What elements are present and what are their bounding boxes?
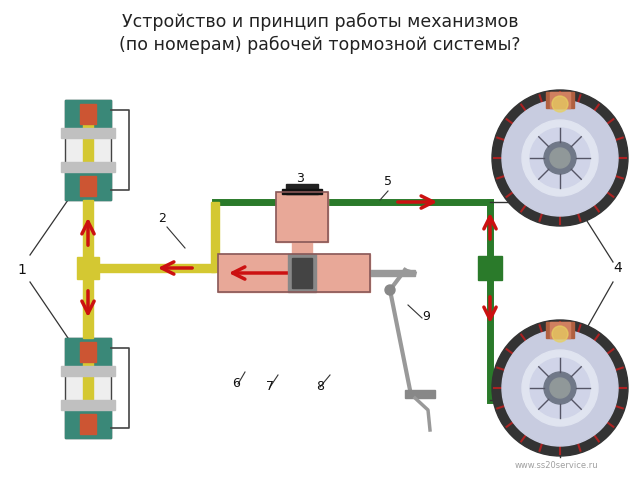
Text: 9: 9: [422, 310, 430, 323]
Bar: [83, 200, 93, 338]
Text: 1: 1: [17, 263, 26, 277]
Text: 8: 8: [316, 380, 324, 393]
Bar: [61, 400, 115, 410]
Bar: [288, 254, 316, 292]
Bar: [218, 254, 370, 292]
Bar: [61, 128, 115, 138]
Circle shape: [530, 128, 590, 188]
Bar: [211, 202, 219, 272]
Bar: [80, 176, 96, 196]
Bar: [65, 410, 111, 438]
Bar: [99, 264, 215, 272]
Bar: [370, 270, 415, 276]
Circle shape: [522, 350, 598, 426]
Bar: [282, 189, 322, 194]
Circle shape: [522, 120, 598, 196]
Text: (по номерам) рабочей тормозной системы?: (по номерам) рабочей тормозной системы?: [119, 36, 521, 54]
Bar: [65, 338, 111, 438]
Text: 6: 6: [232, 377, 240, 390]
Bar: [83, 124, 93, 176]
Bar: [218, 254, 370, 292]
Circle shape: [544, 372, 576, 404]
Bar: [65, 100, 111, 200]
Bar: [546, 92, 574, 108]
Text: www.ss20service.ru: www.ss20service.ru: [515, 460, 598, 469]
Circle shape: [550, 148, 570, 168]
Bar: [61, 162, 115, 172]
Text: 3: 3: [296, 172, 304, 185]
Text: 5: 5: [384, 175, 392, 188]
Bar: [65, 338, 111, 366]
Circle shape: [552, 96, 568, 112]
Circle shape: [492, 320, 628, 456]
Bar: [276, 192, 328, 242]
Circle shape: [550, 378, 570, 398]
Circle shape: [385, 285, 395, 295]
Bar: [405, 390, 435, 398]
Circle shape: [530, 358, 590, 418]
Bar: [83, 362, 93, 414]
Bar: [65, 100, 111, 128]
Circle shape: [492, 90, 628, 226]
Bar: [286, 184, 318, 194]
Bar: [80, 342, 96, 362]
Bar: [61, 366, 115, 376]
Bar: [292, 258, 312, 288]
Bar: [478, 256, 502, 280]
Bar: [80, 104, 96, 124]
Bar: [546, 322, 574, 338]
Text: 7: 7: [266, 380, 274, 393]
Circle shape: [544, 142, 576, 174]
Bar: [550, 322, 570, 338]
Bar: [80, 414, 96, 434]
Text: Устройство и принцип работы механизмов: Устройство и принцип работы механизмов: [122, 13, 518, 31]
Bar: [65, 172, 111, 200]
Circle shape: [502, 100, 618, 216]
Text: 2: 2: [158, 212, 166, 225]
Text: 4: 4: [614, 261, 622, 275]
Bar: [276, 192, 328, 242]
Circle shape: [552, 326, 568, 342]
Bar: [77, 257, 99, 279]
Bar: [292, 242, 312, 254]
Bar: [550, 92, 570, 108]
Circle shape: [502, 330, 618, 446]
